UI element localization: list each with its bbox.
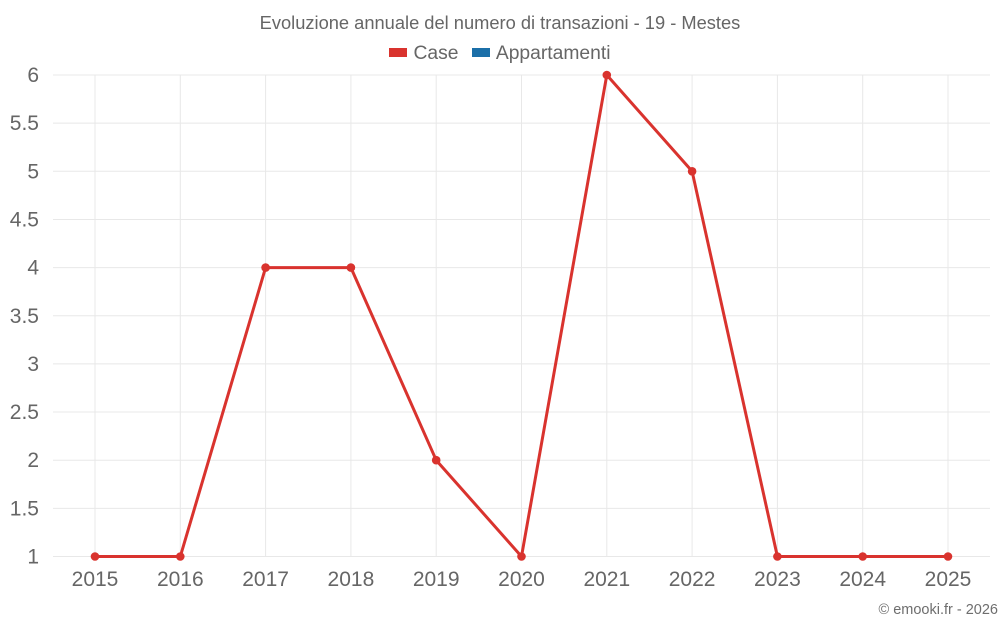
svg-text:2024: 2024 bbox=[839, 568, 886, 591]
svg-text:6: 6 bbox=[27, 64, 39, 87]
svg-text:2021: 2021 bbox=[583, 568, 630, 591]
svg-text:5.5: 5.5 bbox=[10, 112, 39, 135]
svg-text:3: 3 bbox=[27, 353, 39, 376]
svg-text:2: 2 bbox=[27, 449, 39, 472]
svg-text:4: 4 bbox=[27, 257, 39, 280]
svg-text:1: 1 bbox=[27, 546, 39, 569]
svg-text:2016: 2016 bbox=[157, 568, 204, 591]
svg-text:2018: 2018 bbox=[328, 568, 375, 591]
svg-text:5: 5 bbox=[27, 160, 39, 183]
svg-text:2.5: 2.5 bbox=[10, 401, 39, 424]
svg-text:2017: 2017 bbox=[242, 568, 289, 591]
svg-text:4.5: 4.5 bbox=[10, 208, 39, 231]
svg-text:2023: 2023 bbox=[754, 568, 801, 591]
svg-text:3.5: 3.5 bbox=[10, 305, 39, 328]
svg-text:2025: 2025 bbox=[925, 568, 972, 591]
svg-text:2020: 2020 bbox=[498, 568, 545, 591]
svg-text:1.5: 1.5 bbox=[10, 497, 39, 520]
svg-text:2022: 2022 bbox=[669, 568, 716, 591]
svg-text:2019: 2019 bbox=[413, 568, 460, 591]
svg-text:2015: 2015 bbox=[72, 568, 119, 591]
